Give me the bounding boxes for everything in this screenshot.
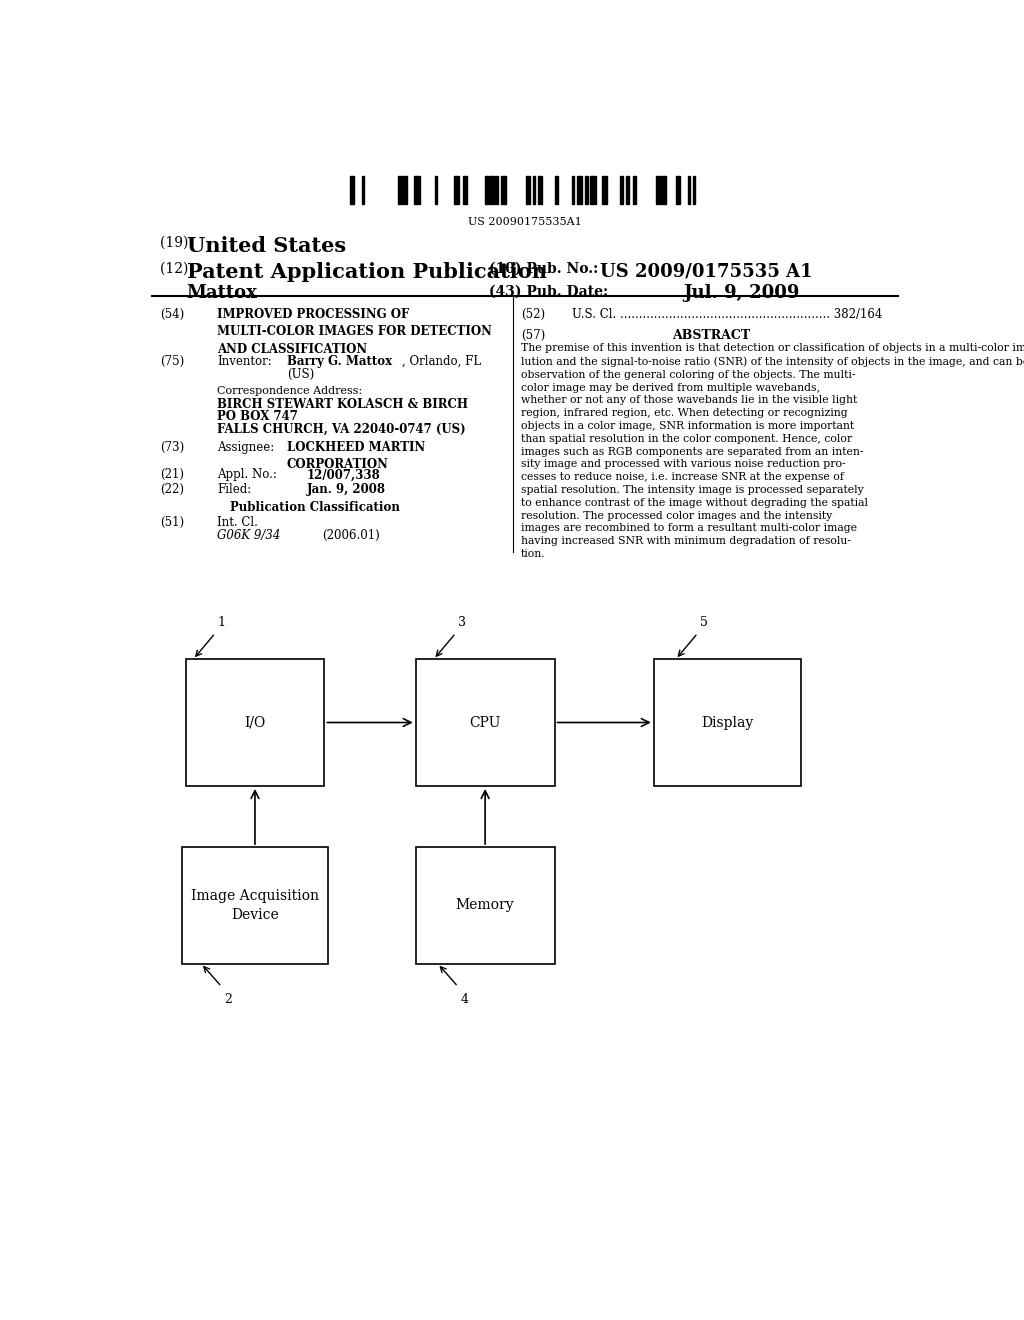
Bar (538, 176, 543, 205)
Text: The premise of this invention is that detection or classification of objects in : The premise of this invention is that de… (521, 343, 1024, 558)
Bar (688, 176, 690, 205)
Bar (488, 176, 495, 205)
Text: , Orlando, FL: , Orlando, FL (401, 355, 481, 367)
Bar (350, 176, 353, 205)
Text: (54): (54) (160, 308, 184, 321)
Bar (590, 176, 596, 205)
Text: Memory: Memory (456, 899, 514, 912)
Bar (416, 659, 555, 785)
Bar (416, 847, 555, 964)
Text: US 2009/0175535 A1: US 2009/0175535 A1 (600, 263, 813, 280)
Bar (435, 176, 437, 205)
Text: Jul. 9, 2009: Jul. 9, 2009 (684, 284, 800, 302)
Bar (555, 176, 558, 205)
Text: Image Acquisition
Device: Image Acquisition Device (190, 890, 319, 921)
Text: I/O: I/O (245, 715, 265, 730)
Text: United States: United States (186, 236, 346, 256)
Bar (463, 176, 467, 205)
Bar (497, 176, 498, 205)
Text: 5: 5 (700, 616, 708, 630)
Bar (398, 176, 402, 205)
Bar (525, 176, 530, 205)
Text: BIRCH STEWART KOLASCH & BIRCH: BIRCH STEWART KOLASCH & BIRCH (217, 399, 468, 412)
Text: (43) Pub. Date:: (43) Pub. Date: (489, 284, 608, 298)
Bar (602, 176, 607, 205)
Text: 1: 1 (218, 616, 225, 630)
Bar (181, 847, 329, 964)
Text: G06K 9/34: G06K 9/34 (217, 529, 281, 543)
Text: (19): (19) (160, 236, 193, 249)
Text: IMPROVED PROCESSING OF
MULTI-COLOR IMAGES FOR DETECTION
AND CLASSIFICATION: IMPROVED PROCESSING OF MULTI-COLOR IMAGE… (217, 308, 492, 356)
Text: (73): (73) (160, 441, 184, 454)
Bar (485, 176, 487, 205)
Text: 3: 3 (458, 616, 466, 630)
Text: Assignee:: Assignee: (217, 441, 274, 454)
Bar (620, 176, 623, 205)
Text: (22): (22) (160, 483, 183, 495)
Bar (414, 176, 420, 205)
Text: (57): (57) (521, 329, 545, 342)
Text: (75): (75) (160, 355, 184, 367)
Text: (21): (21) (160, 469, 183, 482)
Text: 12/007,338: 12/007,338 (306, 469, 380, 482)
Text: (2006.01): (2006.01) (323, 529, 380, 543)
Bar (185, 659, 325, 785)
Text: (12): (12) (160, 263, 193, 276)
Text: Jan. 9, 2008: Jan. 9, 2008 (306, 483, 386, 495)
Text: (10) Pub. No.:: (10) Pub. No.: (489, 263, 598, 276)
Bar (693, 176, 694, 205)
Bar (454, 176, 460, 205)
Text: Int. Cl.: Int. Cl. (217, 516, 258, 529)
Bar (571, 176, 574, 205)
Bar (501, 176, 506, 205)
Bar (362, 176, 365, 205)
Text: Filed:: Filed: (217, 483, 251, 495)
Text: Appl. No.:: Appl. No.: (217, 469, 276, 482)
Bar (656, 176, 659, 205)
Text: US 20090175535A1: US 20090175535A1 (468, 218, 582, 227)
Text: (US): (US) (287, 368, 314, 380)
Bar (532, 176, 535, 205)
Text: Mattox: Mattox (186, 284, 258, 302)
Text: Patent Application Publication: Patent Application Publication (186, 263, 547, 282)
Text: LOCKHEED MARTIN
CORPORATION: LOCKHEED MARTIN CORPORATION (287, 441, 425, 471)
Text: 2: 2 (224, 993, 231, 1006)
Bar (586, 176, 588, 205)
Text: ABSTRACT: ABSTRACT (672, 329, 751, 342)
Text: Display: Display (701, 715, 754, 730)
Text: Inventor:: Inventor: (217, 355, 271, 367)
Text: CPU: CPU (469, 715, 501, 730)
Text: FALLS CHURCH, VA 22040-0747 (US): FALLS CHURCH, VA 22040-0747 (US) (217, 422, 466, 436)
Text: Publication Classification: Publication Classification (229, 500, 399, 513)
Text: (51): (51) (160, 516, 184, 529)
Text: Correspondence Address:: Correspondence Address: (217, 385, 362, 396)
Bar (626, 176, 629, 205)
Text: 4: 4 (461, 993, 469, 1006)
Text: U.S. Cl. ........................................................ 382/164: U.S. Cl. ...............................… (572, 308, 883, 321)
Bar (578, 176, 582, 205)
Bar (676, 176, 680, 205)
Bar (653, 659, 801, 785)
Text: (52): (52) (521, 308, 545, 321)
Bar (662, 176, 667, 205)
Text: PO BOX 747: PO BOX 747 (217, 411, 298, 424)
Bar (403, 176, 408, 205)
Bar (633, 176, 636, 205)
Text: Barry G. Mattox: Barry G. Mattox (287, 355, 392, 367)
